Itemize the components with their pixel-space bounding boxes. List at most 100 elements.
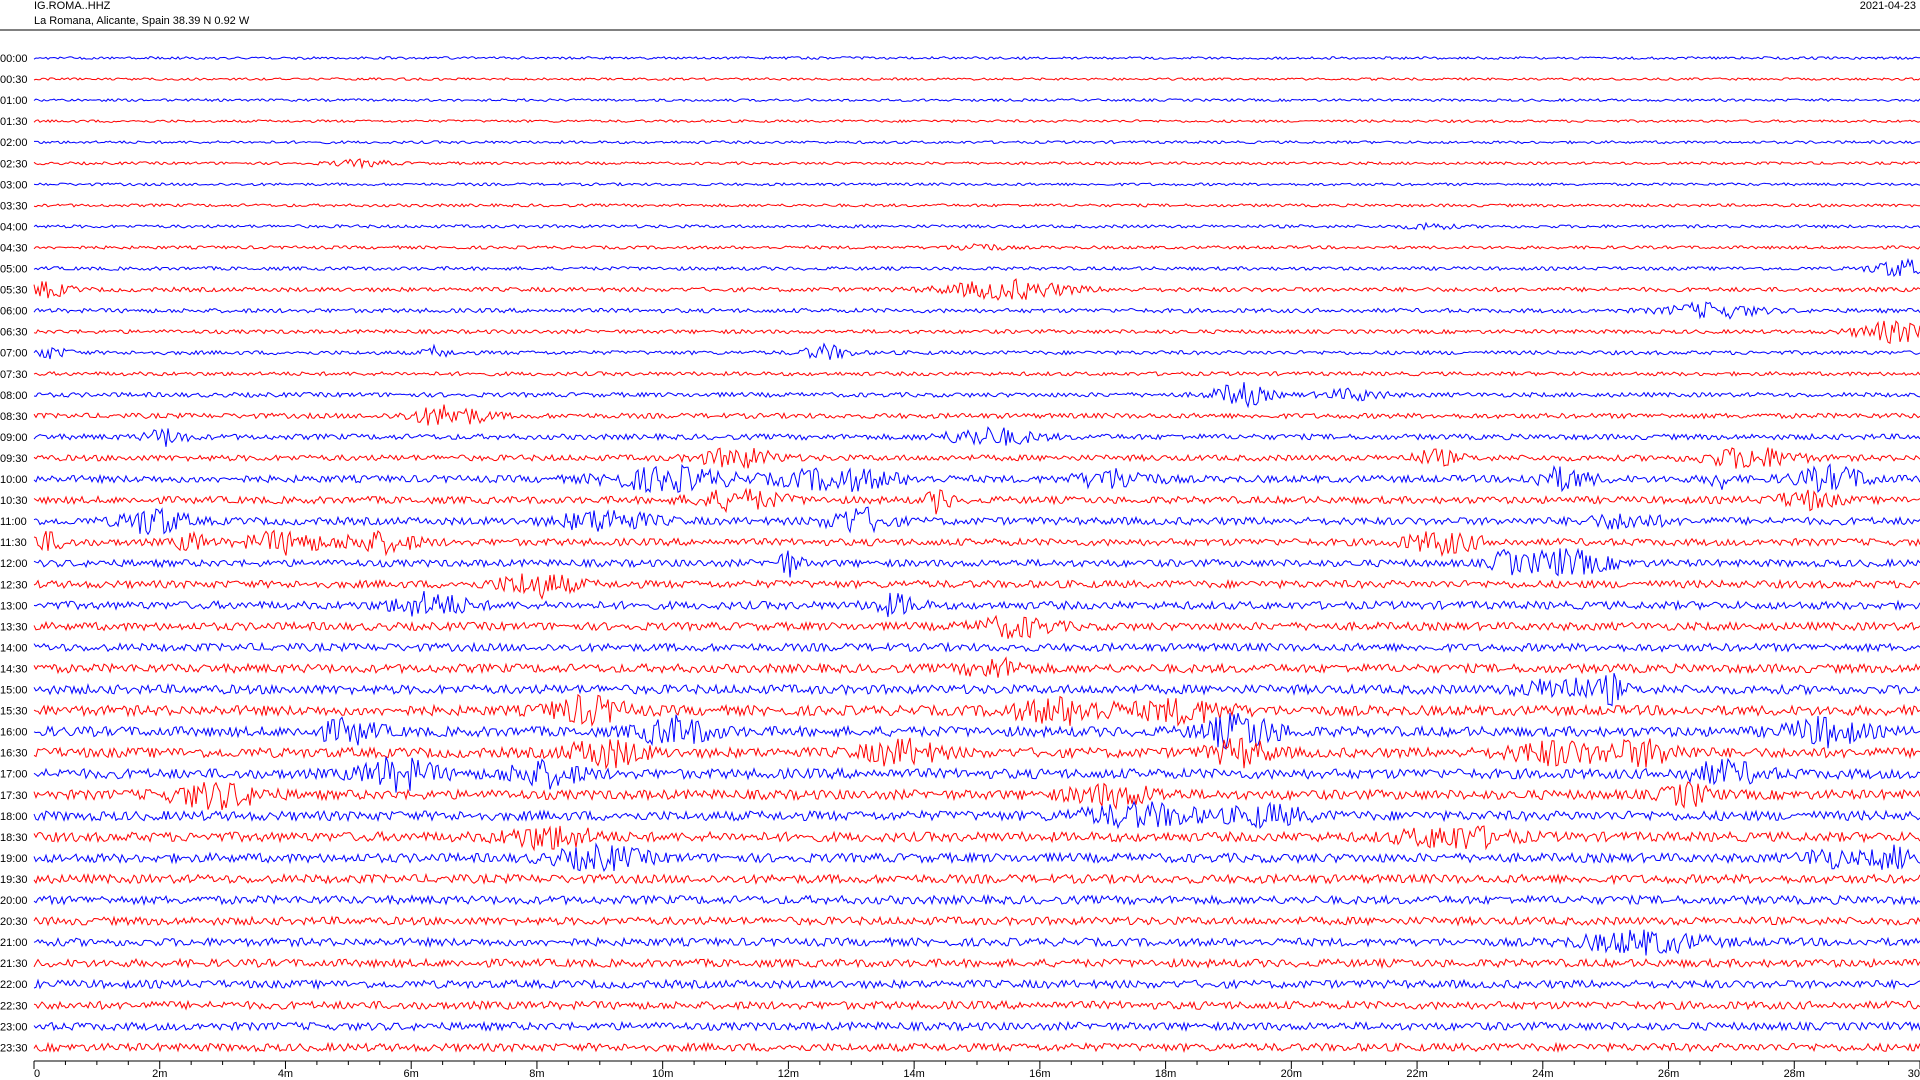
trace-row-0600 xyxy=(33,301,1920,320)
row-label: 01:00 xyxy=(0,95,28,107)
x-tick-label: 14m xyxy=(903,1068,924,1080)
trace-row-0030 xyxy=(33,77,1920,81)
x-tick-label: 4m xyxy=(278,1068,293,1080)
row-label: 17:00 xyxy=(0,769,28,781)
row-label: 13:30 xyxy=(0,621,28,633)
trace-row-1930 xyxy=(33,872,1920,886)
row-label: 19:30 xyxy=(0,874,28,886)
trace-row-1600 xyxy=(33,712,1920,750)
trace-row-0400 xyxy=(33,221,1920,231)
trace-row-0330 xyxy=(33,203,1920,208)
x-tick-label: 0 xyxy=(34,1068,40,1080)
trace-row-1530 xyxy=(33,693,1920,727)
trace-row-1000 xyxy=(33,463,1920,494)
trace-row-1500 xyxy=(33,673,1920,707)
row-label: 15:30 xyxy=(0,706,28,718)
row-label: 21:00 xyxy=(0,937,28,949)
row-label: 16:00 xyxy=(0,727,28,739)
trace-row-0800 xyxy=(33,382,1920,409)
trace-row-1300 xyxy=(33,591,1920,618)
trace-row-2200 xyxy=(33,978,1920,991)
time-axis: 0 2m 4m 6m 8m 10m 12m 14m 16m 18m 20m 22m 24m 26m 28m 3… xyxy=(33,1060,1920,1080)
row-label: 15:00 xyxy=(0,685,28,697)
row-label: 20:30 xyxy=(0,916,28,928)
row-label: 22:00 xyxy=(0,979,28,991)
x-tick-label: 6m xyxy=(404,1068,419,1080)
trace-row-0100 xyxy=(33,98,1920,103)
trace-rows xyxy=(33,55,1920,1054)
trace-row-0700 xyxy=(33,342,1920,360)
row-label: 17:30 xyxy=(0,790,28,802)
row-label: 06:30 xyxy=(0,327,28,339)
row-label: 16:30 xyxy=(0,748,28,760)
row-label: 09:30 xyxy=(0,453,28,465)
row-label: 23:00 xyxy=(0,1021,28,1033)
row-label: 12:00 xyxy=(0,558,28,570)
row-label: 06:00 xyxy=(0,306,28,318)
row-label: 03:00 xyxy=(0,179,28,191)
row-label: 18:30 xyxy=(0,832,28,844)
trace-row-0900 xyxy=(33,426,1920,447)
x-tick-label: 24m xyxy=(1532,1068,1553,1080)
trace-row-0300 xyxy=(33,182,1920,187)
trace-row-1100 xyxy=(33,506,1920,536)
row-label: 23:30 xyxy=(0,1042,28,1054)
x-tick-label: 20m xyxy=(1281,1068,1302,1080)
x-tick-label: 18m xyxy=(1155,1068,1176,1080)
trace-row-0200 xyxy=(34,139,1920,145)
row-label: 10:30 xyxy=(0,495,28,507)
trace-row-0730 xyxy=(33,370,1920,377)
row-label: 02:00 xyxy=(0,137,28,149)
trace-row-1730 xyxy=(33,781,1920,811)
row-label: 00:30 xyxy=(0,74,28,86)
station-code: IG.ROMA..HHZ xyxy=(34,0,111,12)
trace-row-1200 xyxy=(33,547,1920,578)
row-label: 12:30 xyxy=(0,579,28,591)
row-label: 18:00 xyxy=(0,811,28,823)
row-label: 05:30 xyxy=(0,285,28,297)
trace-row-2000 xyxy=(33,893,1920,907)
x-tick-label: 2m xyxy=(152,1068,167,1080)
trace-row-1400 xyxy=(33,641,1920,654)
trace-row-0530 xyxy=(33,278,1920,301)
row-label: 14:30 xyxy=(0,664,28,676)
row-label: 07:30 xyxy=(0,369,28,381)
row-label: 14:00 xyxy=(0,642,28,654)
x-tick-label: 28m xyxy=(1784,1068,1805,1080)
trace-row-0630 xyxy=(33,320,1920,344)
trace-row-1330 xyxy=(33,614,1920,639)
row-label: 08:30 xyxy=(0,411,28,423)
chart-header: IG.ROMA..HHZ La Romana, Alicante, Spain … xyxy=(34,0,1916,27)
row-label: 05:00 xyxy=(0,264,28,276)
row-label: 04:00 xyxy=(0,221,28,233)
trace-row-2130 xyxy=(33,957,1920,970)
row-label: 01:30 xyxy=(0,116,28,128)
row-label: 02:30 xyxy=(0,158,28,170)
row-label: 03:30 xyxy=(0,200,28,212)
row-label: 11:30 xyxy=(0,537,27,549)
x-tick-label: 22m xyxy=(1406,1068,1427,1080)
row-label: 19:00 xyxy=(0,853,28,865)
trace-row-1030 xyxy=(33,487,1920,515)
row-label: 04:30 xyxy=(0,243,28,255)
trace-row-0500 xyxy=(33,257,1920,278)
chart-date: 2021-04-23 xyxy=(1860,0,1916,12)
row-label: 07:00 xyxy=(0,348,28,360)
trace-row-1700 xyxy=(33,756,1920,793)
trace-row-2300 xyxy=(33,1020,1920,1033)
x-tick-label: 30 xyxy=(1908,1068,1920,1080)
row-label: 11:00 xyxy=(0,516,27,528)
row-label: 10:00 xyxy=(0,474,28,486)
station-location: La Romana, Alicante, Spain 38.39 N 0.92 … xyxy=(34,15,250,27)
x-tick-label: 8m xyxy=(529,1068,544,1080)
row-label: 22:30 xyxy=(0,1000,28,1012)
trace-row-0230 xyxy=(33,158,1920,170)
trace-row-1900 xyxy=(33,842,1920,872)
trace-row-0430 xyxy=(33,243,1920,251)
row-label: 13:00 xyxy=(0,600,28,612)
trace-row-1800 xyxy=(33,800,1920,830)
trace-row-1630 xyxy=(33,737,1920,770)
trace-row-0130 xyxy=(33,119,1920,124)
trace-row-2230 xyxy=(33,999,1920,1011)
